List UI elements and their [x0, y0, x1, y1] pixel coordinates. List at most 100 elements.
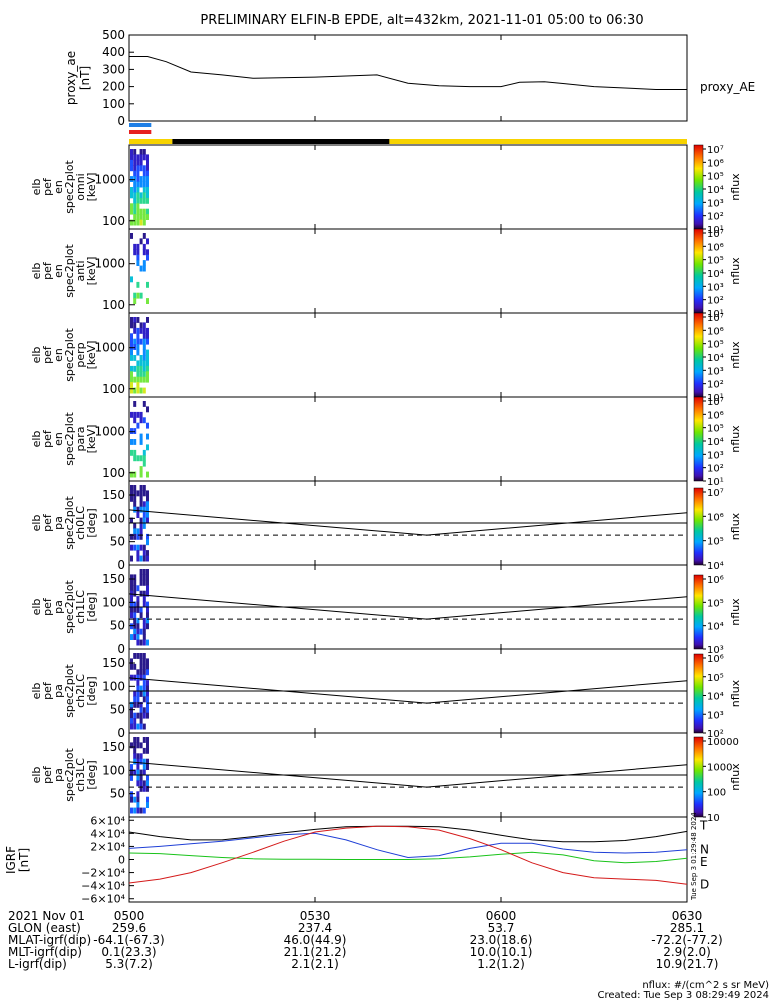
elb_pef_en_spec2plot_perp-data-cell	[146, 327, 149, 334]
elb_pef_pa_spec2plot_ch0LC-data-cell	[142, 523, 146, 529]
elb_pef_en_spec2plot_para-colorbar-label: 10²	[707, 464, 724, 475]
elb_pef_en_spec2plot_anti-data-cell	[130, 276, 133, 283]
elb_pef_pa_spec2plot_ch1LC-ylabel-line: spec2plot	[63, 580, 76, 634]
elb_pef_en_spec2plot_para-data-cell	[133, 439, 137, 445]
elb_pef_en_spec2plot_perp-data-cell	[130, 338, 133, 345]
elb_pef_pa_spec2plot_ch2LC-data-cell	[136, 674, 140, 681]
elb_pef_pa_spec2plot_ch3LC-ylabel-line: elb	[30, 767, 43, 784]
elb_pef_en_spec2plot_omni-ytick-label: 1000	[94, 173, 125, 187]
elb_pef_en_spec2plot_perp-data-cell	[133, 376, 137, 383]
elb_pef_pa_spec2plot_ch0LC-data-cell	[142, 544, 146, 551]
elb_pef_en_spec2plot_omni-colorbar-title: nflux	[729, 173, 742, 201]
elb_pef_pa_spec2plot_ch0LC-data-cell	[146, 506, 149, 513]
elb_pef_pa_spec2plot_ch2LC-data-cell	[142, 658, 146, 665]
elb_pef_pa_spec2plot_ch3LC-data-cell	[133, 769, 137, 776]
elb_pef_pa_spec2plot_ch2LC-ytick-label: 50	[110, 703, 125, 717]
elb_pef_pa_spec2plot_ch2LC-ylabel-line: pef	[41, 681, 54, 700]
elb_pef_pa_spec2plot_ch1LC-data-cell	[146, 590, 149, 597]
mlat-0500: -64.1(-67.3)	[93, 933, 164, 947]
elb_pef_en_spec2plot_anti-ylabel-line: spec2plot	[63, 244, 76, 298]
elb_pef_pa_spec2plot_ch1LC-colorbar-label: 10⁴	[707, 622, 724, 633]
elb_pef_pa_spec2plot_ch2LC-data-cell	[146, 707, 149, 714]
elb_pef_en_spec2plot_perp-data-cell	[139, 387, 143, 394]
elb_pef_pa_spec2plot_ch2LC-data-cell	[139, 707, 143, 714]
elb_pef_en_spec2plot_perp-data-cell	[146, 371, 149, 378]
elb_pef_en_spec2plot_omni-ylabel-line: spec2plot	[63, 160, 76, 214]
elb_pef_en_spec2plot_perp-data-cell	[139, 355, 143, 361]
elb_pef_pa_spec2plot_ch0LC-data-cell	[130, 544, 133, 551]
elb_pef_pa_spec2plot_ch1LC-data-cell	[130, 579, 133, 586]
elb_pef_pa_spec2plot_ch0LC-data-cell	[142, 485, 146, 491]
elb_pef_en_spec2plot_perp-data-cell	[142, 365, 146, 372]
elb_pef_pa_spec2plot_ch0LC-ylabel-line: pa	[52, 516, 65, 530]
mlt-0500: 0.1(23.3)	[101, 945, 156, 959]
elb_pef_en_spec2plot_para-data-cell	[139, 433, 143, 440]
elb_pef_pa_spec2plot_ch3LC-data-cell	[146, 764, 149, 770]
elb_pef_pa_spec2plot_ch2LC-data-cell	[146, 658, 149, 665]
elb_pef_pa_spec2plot_ch2LC-data-cell	[142, 712, 146, 719]
elb_pef_en_spec2plot_para-data-cell	[139, 439, 143, 445]
mlat-0600: 23.0(18.6)	[470, 933, 533, 947]
elb_pef_en_spec2plot_omni-colorbar-label: 10¹	[707, 225, 724, 236]
elb_pef_en_spec2plot_omni-data-cell	[136, 181, 140, 188]
elb_pef_en_spec2plot_omni-colorbar-label: 10⁷	[707, 145, 724, 156]
elb_pef_pa_spec2plot_ch0LC-data-cell	[142, 550, 146, 556]
igrf-side-timestamp: Tue Sep 3 01:29:48 2024	[690, 812, 698, 901]
elb_pef_pa_spec2plot_ch1LC-data-cell	[136, 596, 140, 602]
elb_pef_en_spec2plot_para-colorbar-label: 10¹	[707, 477, 724, 488]
elb_pef_pa_spec2plot_ch2LC-ytick-label: 150	[102, 656, 125, 670]
elb_pef_pa_spec2plot_ch1LC-data-cell	[133, 574, 137, 581]
elb_pef_pa_spec2plot_ch2LC-data-cell	[136, 685, 140, 692]
elb_pef_en_spec2plot_anti-ylabel-line: [keV]	[85, 257, 98, 286]
elb_pef_pa_spec2plot_ch2LC-data-cell	[139, 718, 143, 724]
elb_pef_pa_spec2plot_ch1LC-data-cell	[146, 639, 149, 646]
elb_pef_en_spec2plot_para-colorbar-label: 10⁷	[707, 397, 724, 408]
elb_pef_pa_spec2plot_ch2LC-colorbar-label: 10⁴	[707, 692, 724, 703]
elb_pef_en_spec2plot_anti-colorbar-label: 10³	[707, 282, 724, 293]
elb_pef_en_spec2plot_anti-data-cell	[146, 281, 149, 288]
elb_pef_en_spec2plot_anti-data-cell	[133, 249, 137, 256]
elb_pef_pa_spec2plot_ch2LC-data-cell	[146, 685, 149, 692]
elb_pef_en_spec2plot_omni-data-cell	[146, 197, 149, 204]
elb_pef_en_spec2plot_perp-data-cell	[136, 382, 140, 388]
elb_pef_pa_spec2plot_ch0LC-ylabel-line: [deg]	[85, 508, 98, 537]
elb_pef_pa_spec2plot_ch1LC-ylabel-line: elb	[30, 599, 43, 616]
elb_pef_en_spec2plot_perp-data-cell	[139, 365, 143, 372]
elb_pef_pa_spec2plot_ch1LC-data-cell	[133, 607, 137, 613]
elb_pef_pa_spec2plot_ch2LC-data-cell	[133, 701, 137, 708]
elb_pef_en_spec2plot_omni-data-cell	[133, 176, 137, 182]
elb_pef_en_spec2plot_omni-data-cell	[133, 208, 137, 215]
elb_pef_en_spec2plot_perp-data-cell	[146, 333, 149, 340]
elb_pef_en_spec2plot_perp-colorbar-label: 10³	[707, 366, 724, 377]
elb_pef_en_spec2plot_omni-data-cell	[133, 154, 137, 161]
elb_pef_pa_spec2plot_ch1LC-data-cell	[142, 590, 146, 597]
elb_pef_en_spec2plot_perp-data-cell	[130, 333, 133, 340]
elb_pef_en_spec2plot_anti-data-cell	[133, 298, 137, 304]
elb_pef_pa_spec2plot_ch1LC-data-cell	[136, 617, 140, 624]
elb_pef_pa_spec2plot_ch2LC-data-cell	[133, 723, 137, 730]
elb_pef_pa_spec2plot_ch3LC-data-cell	[130, 807, 133, 814]
elb_pef_pa_spec2plot_ch1LC-data-cell	[130, 634, 133, 640]
elb_pef_pa_spec2plot_ch3LC-data-cell	[142, 758, 146, 765]
elb_pef_en_spec2plot_perp-data-cell	[136, 349, 140, 356]
elb_pef_pa_spec2plot_ch2LC-data-cell	[133, 712, 137, 719]
elb_pef_pa_spec2plot_ch1LC-data-cell	[136, 607, 140, 613]
elb_pef_en_spec2plot_para-data-cell	[130, 449, 133, 456]
elb_pef_pa_spec2plot_ch2LC-data-cell	[146, 691, 149, 697]
elb_pef_pa_spec2plot_ch0LC-ylabel-line: ch0LC	[74, 506, 87, 540]
elb_pef_en_spec2plot_perp-data-cell	[146, 360, 149, 367]
elb_pef_en_spec2plot_perp-ytick-label: 1000	[94, 341, 125, 355]
elb_pef_en_spec2plot_omni-data-cell	[139, 197, 143, 204]
elb_pef_pa_spec2plot_ch2LC-data-cell	[139, 701, 143, 708]
elb_pef_pa_spec2plot_ch0LC-data-cell	[136, 506, 140, 513]
elb_pef_pa_spec2plot_ch0LC-data-cell	[146, 490, 149, 497]
igrf-line-T	[128, 825, 688, 843]
elb_pef_pa_spec2plot_ch3LC-data-cell	[142, 785, 146, 792]
elb_pef_pa_spec2plot_ch0LC-data-cell	[136, 490, 140, 497]
igrf-ytick-label: −6×10⁴	[81, 893, 125, 906]
elb_pef_en_spec2plot_omni-data-cell	[139, 154, 143, 161]
elb_pef_pa_spec2plot_ch2LC-data-cell	[142, 653, 146, 659]
elb_pef_pa_spec2plot_ch1LC-data-cell	[146, 574, 149, 581]
elb_pef_pa_spec2plot_ch3LC-colorbar-label: 100	[707, 788, 726, 799]
elb_pef_en_spec2plot_omni-ylabel-line: [keV]	[85, 173, 98, 202]
